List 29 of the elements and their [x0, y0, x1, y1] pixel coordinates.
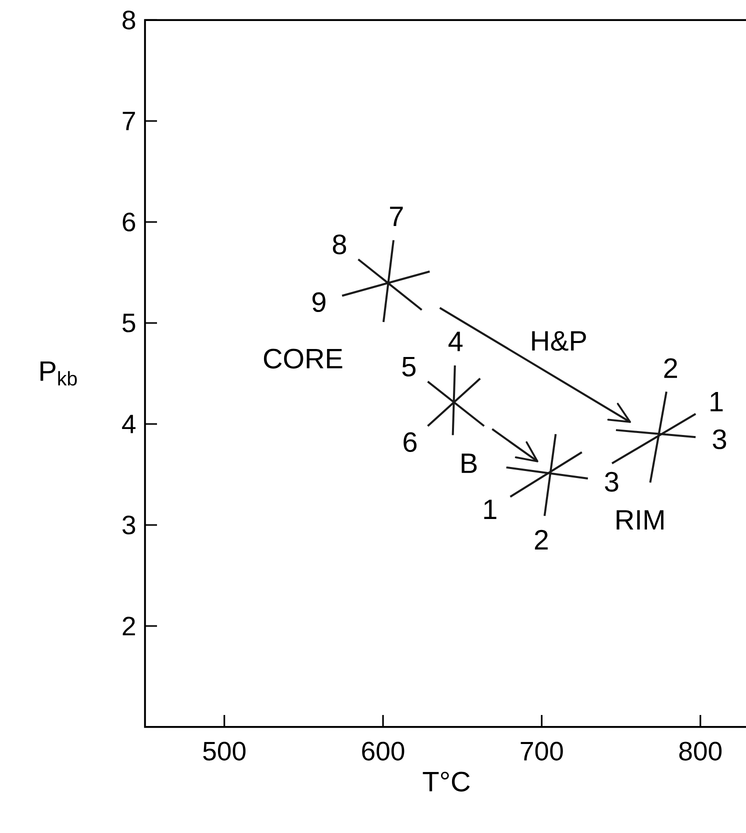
y-tick-label: 2 — [122, 616, 135, 636]
annotation: CORE — [264, 348, 342, 369]
annotation: RIM — [616, 510, 664, 530]
series-label: 2 — [664, 358, 678, 378]
series-label: 6 — [404, 432, 417, 452]
x-tick-label: 500 — [203, 742, 246, 761]
series-label: 8 — [332, 234, 346, 254]
series-label: 1 — [484, 500, 496, 520]
series-label: 7 — [390, 206, 403, 226]
series-label: 2 — [534, 530, 548, 550]
annotation: H&P — [532, 331, 586, 351]
series-label: 4 — [448, 332, 463, 352]
y-tick-label: 3 — [122, 516, 136, 534]
x-tick-label: 800 — [679, 742, 722, 761]
series-label: 5 — [402, 356, 416, 376]
series-label: 3 — [712, 429, 726, 450]
series-label: 9 — [312, 292, 326, 312]
series-label: 3 — [604, 472, 618, 492]
x-tick-label: 600 — [362, 742, 404, 761]
y-tick-label: 6 — [122, 212, 136, 232]
x-tick-label: 700 — [520, 742, 563, 761]
x-axis-title: T°C — [422, 772, 470, 792]
annotation: B — [462, 454, 477, 473]
series-label: 1 — [710, 392, 723, 412]
y-tick-label: 8 — [122, 10, 136, 30]
y-axis-title: P$_{kb}$ — [40, 361, 77, 386]
y-tick-label: 4 — [122, 414, 136, 434]
y-tick-label: 5 — [122, 314, 136, 332]
y-tick-label: 7 — [122, 112, 135, 130]
